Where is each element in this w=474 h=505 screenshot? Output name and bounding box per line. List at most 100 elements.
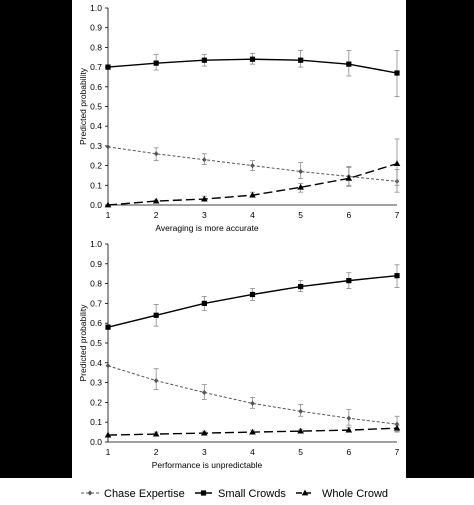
y-tick-label: 0.0 [90, 200, 102, 210]
x-tick-label: 3 [202, 210, 207, 220]
y-tick-label: 0.9 [90, 259, 102, 269]
x-tick-label: 2 [154, 447, 159, 457]
data-point [345, 175, 353, 181]
data-point [105, 363, 111, 369]
y-tick-label: 0.7 [90, 62, 102, 72]
x-axis-label: Averaging is more accurate [155, 223, 259, 233]
data-point [201, 195, 208, 202]
left-black-margin [0, 0, 72, 478]
legend-item: Whole Crowd [296, 488, 388, 500]
data-point [201, 57, 207, 63]
data-point [249, 428, 256, 435]
x-tick-label: 1 [106, 447, 111, 457]
data-point [249, 56, 256, 62]
data-point [153, 378, 159, 384]
y-tick-label: 0.0 [90, 437, 102, 447]
data-point [298, 408, 303, 414]
data-point [201, 429, 208, 436]
data-point [250, 163, 255, 169]
data-point [105, 324, 111, 330]
y-tick-label: 0.1 [90, 180, 102, 190]
data-point [152, 197, 160, 204]
x-axis-label: Performance is unpredictable [152, 460, 263, 470]
x-tick-label: 7 [395, 210, 400, 220]
data-point [298, 168, 303, 175]
chart-panel-1: 0.0 0.1 0.2 0.3 0.4 0.5 0.6 0.7 0.8 0.9 1.0 1 2 3 4 5 6 7… [78, 3, 401, 233]
legend-swatch-marker [200, 490, 207, 496]
series-line [107, 274, 398, 328]
x-tick-label: 7 [395, 447, 400, 457]
series-whole-crowd [104, 424, 401, 438]
x-tick-label: 4 [250, 447, 255, 457]
series-chase-expertise [105, 144, 400, 193]
y-tick-label: 0.2 [90, 161, 102, 171]
data-point [250, 400, 255, 406]
series-chase-expertise [105, 363, 400, 433]
chart-panel [72, 0, 406, 478]
y-tick-label: 0.4 [90, 121, 102, 131]
data-point [153, 151, 159, 157]
y-tick-label: 0.6 [90, 82, 102, 92]
data-point [297, 427, 304, 434]
x-tick-label: 2 [154, 210, 159, 220]
y-tick-label: 0.8 [90, 42, 102, 52]
legend-item: Chase Expertise [81, 488, 185, 500]
data-point [104, 201, 112, 208]
data-point [394, 70, 400, 76]
legend-item: Small Crowds [195, 488, 286, 500]
y-tick-label: 0.7 [90, 298, 102, 308]
data-point [152, 430, 160, 437]
data-point [153, 312, 159, 318]
y-axis-label: Predicted probability [78, 67, 88, 145]
y-tick-label: 0.5 [90, 102, 102, 112]
x-tick-label: 4 [250, 210, 255, 220]
data-point [202, 389, 207, 396]
series-small-crowds [105, 264, 400, 330]
y-tick-label: 1.0 [90, 239, 102, 249]
x-tick-label: 5 [298, 447, 303, 457]
y-tick-label: 0.9 [90, 23, 102, 33]
series-line [107, 365, 398, 425]
y-tick-label: 0.2 [90, 397, 102, 407]
legend-label: Chase Expertise [104, 488, 185, 500]
data-point [249, 291, 256, 298]
data-point [346, 278, 352, 284]
chart-panel-2: 0.0 0.1 0.2 0.3 0.4 0.5 0.6 0.7 0.8 0.9 1.0 1 2 3 4 5 6 7… [78, 239, 401, 470]
legend-swatch-marker [301, 489, 309, 496]
data-point [345, 426, 353, 433]
data-point [249, 191, 256, 198]
data-point [298, 57, 304, 63]
data-point [104, 431, 112, 438]
data-point [105, 144, 111, 150]
right-black-margin [406, 0, 474, 478]
y-tick-label: 0.6 [90, 318, 102, 328]
data-point [393, 424, 401, 431]
x-tick-label: 3 [202, 447, 207, 457]
data-point [393, 160, 401, 167]
data-point [202, 157, 207, 163]
y-tick-label: 0.3 [90, 378, 102, 388]
legend-label: Whole Crowd [322, 488, 388, 500]
legend-swatch-marker [87, 490, 93, 496]
y-tick-label: 0.5 [90, 338, 102, 348]
legend: Chase Expertise Small Crowds Whole Crowd [81, 488, 388, 500]
y-tick-label: 0.8 [90, 279, 102, 289]
data-point [394, 273, 400, 279]
series-whole-crowd [104, 138, 401, 208]
x-tick-label: 6 [346, 210, 351, 220]
data-point [153, 60, 159, 66]
x-tick-label: 6 [346, 447, 351, 457]
legend-label: Small Crowds [218, 488, 286, 500]
y-tick-label: 0.3 [90, 141, 102, 151]
x-tick-label: 5 [298, 210, 303, 220]
y-tick-label: 0.4 [90, 358, 102, 368]
y-axis-label: Predicted probability [78, 304, 88, 382]
data-point [105, 64, 111, 70]
data-point [201, 300, 207, 306]
data-point [298, 283, 304, 290]
data-point [346, 415, 352, 421]
x-tick-label: 1 [106, 210, 111, 220]
y-tick-label: 0.1 [90, 417, 102, 427]
